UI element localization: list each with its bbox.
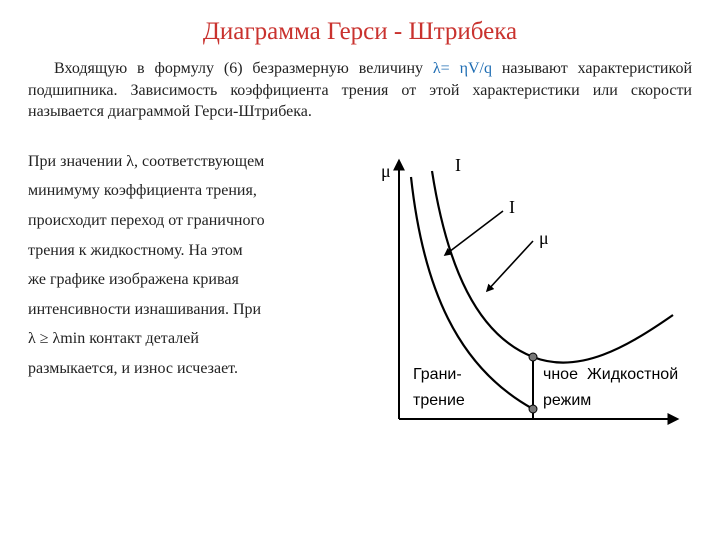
left-line: интенсивности изнашивания. При xyxy=(28,295,338,325)
svg-text:Грани-: Грани- xyxy=(413,366,462,383)
svg-text:μ: μ xyxy=(539,228,549,248)
svg-text:I: I xyxy=(509,197,515,217)
left-line: минимуму коэффициента трения, xyxy=(28,176,338,206)
svg-text:I: I xyxy=(455,155,461,175)
intro-paragraph: Входящую в формулу (6) безразмерную вели… xyxy=(28,58,692,123)
svg-text:Жидкостной: Жидкостной xyxy=(587,366,678,383)
svg-text:μ: μ xyxy=(381,161,391,181)
curve-mu xyxy=(432,171,673,363)
svg-text:чное: чное xyxy=(543,366,578,383)
left-line: λ ≥ λmin контакт деталей xyxy=(28,324,338,354)
svg-text:трение: трение xyxy=(413,392,465,409)
left-description: При значении λ, соответствующем минимуму… xyxy=(28,147,338,384)
intro-before: Входящую в формулу (6) безразмерную вели… xyxy=(54,60,433,77)
stribeck-diagram: μ I Iμ Грани-чное трение режим Жидкостной xyxy=(347,147,687,467)
left-line: происходит переход от граничного xyxy=(28,206,338,236)
left-line: При значении λ, соответствующем xyxy=(28,147,338,177)
left-line: трения к жидкостному. На этом xyxy=(28,236,338,266)
page-title: Диаграмма Герси - Штрибека xyxy=(28,18,692,46)
lambda-expression: λ= ηV/q xyxy=(433,60,492,77)
left-line: же графике изображена кривая xyxy=(28,265,338,295)
svg-text:режим: режим xyxy=(543,392,591,409)
left-line: размыкается, и износ исчезает. xyxy=(28,354,338,384)
